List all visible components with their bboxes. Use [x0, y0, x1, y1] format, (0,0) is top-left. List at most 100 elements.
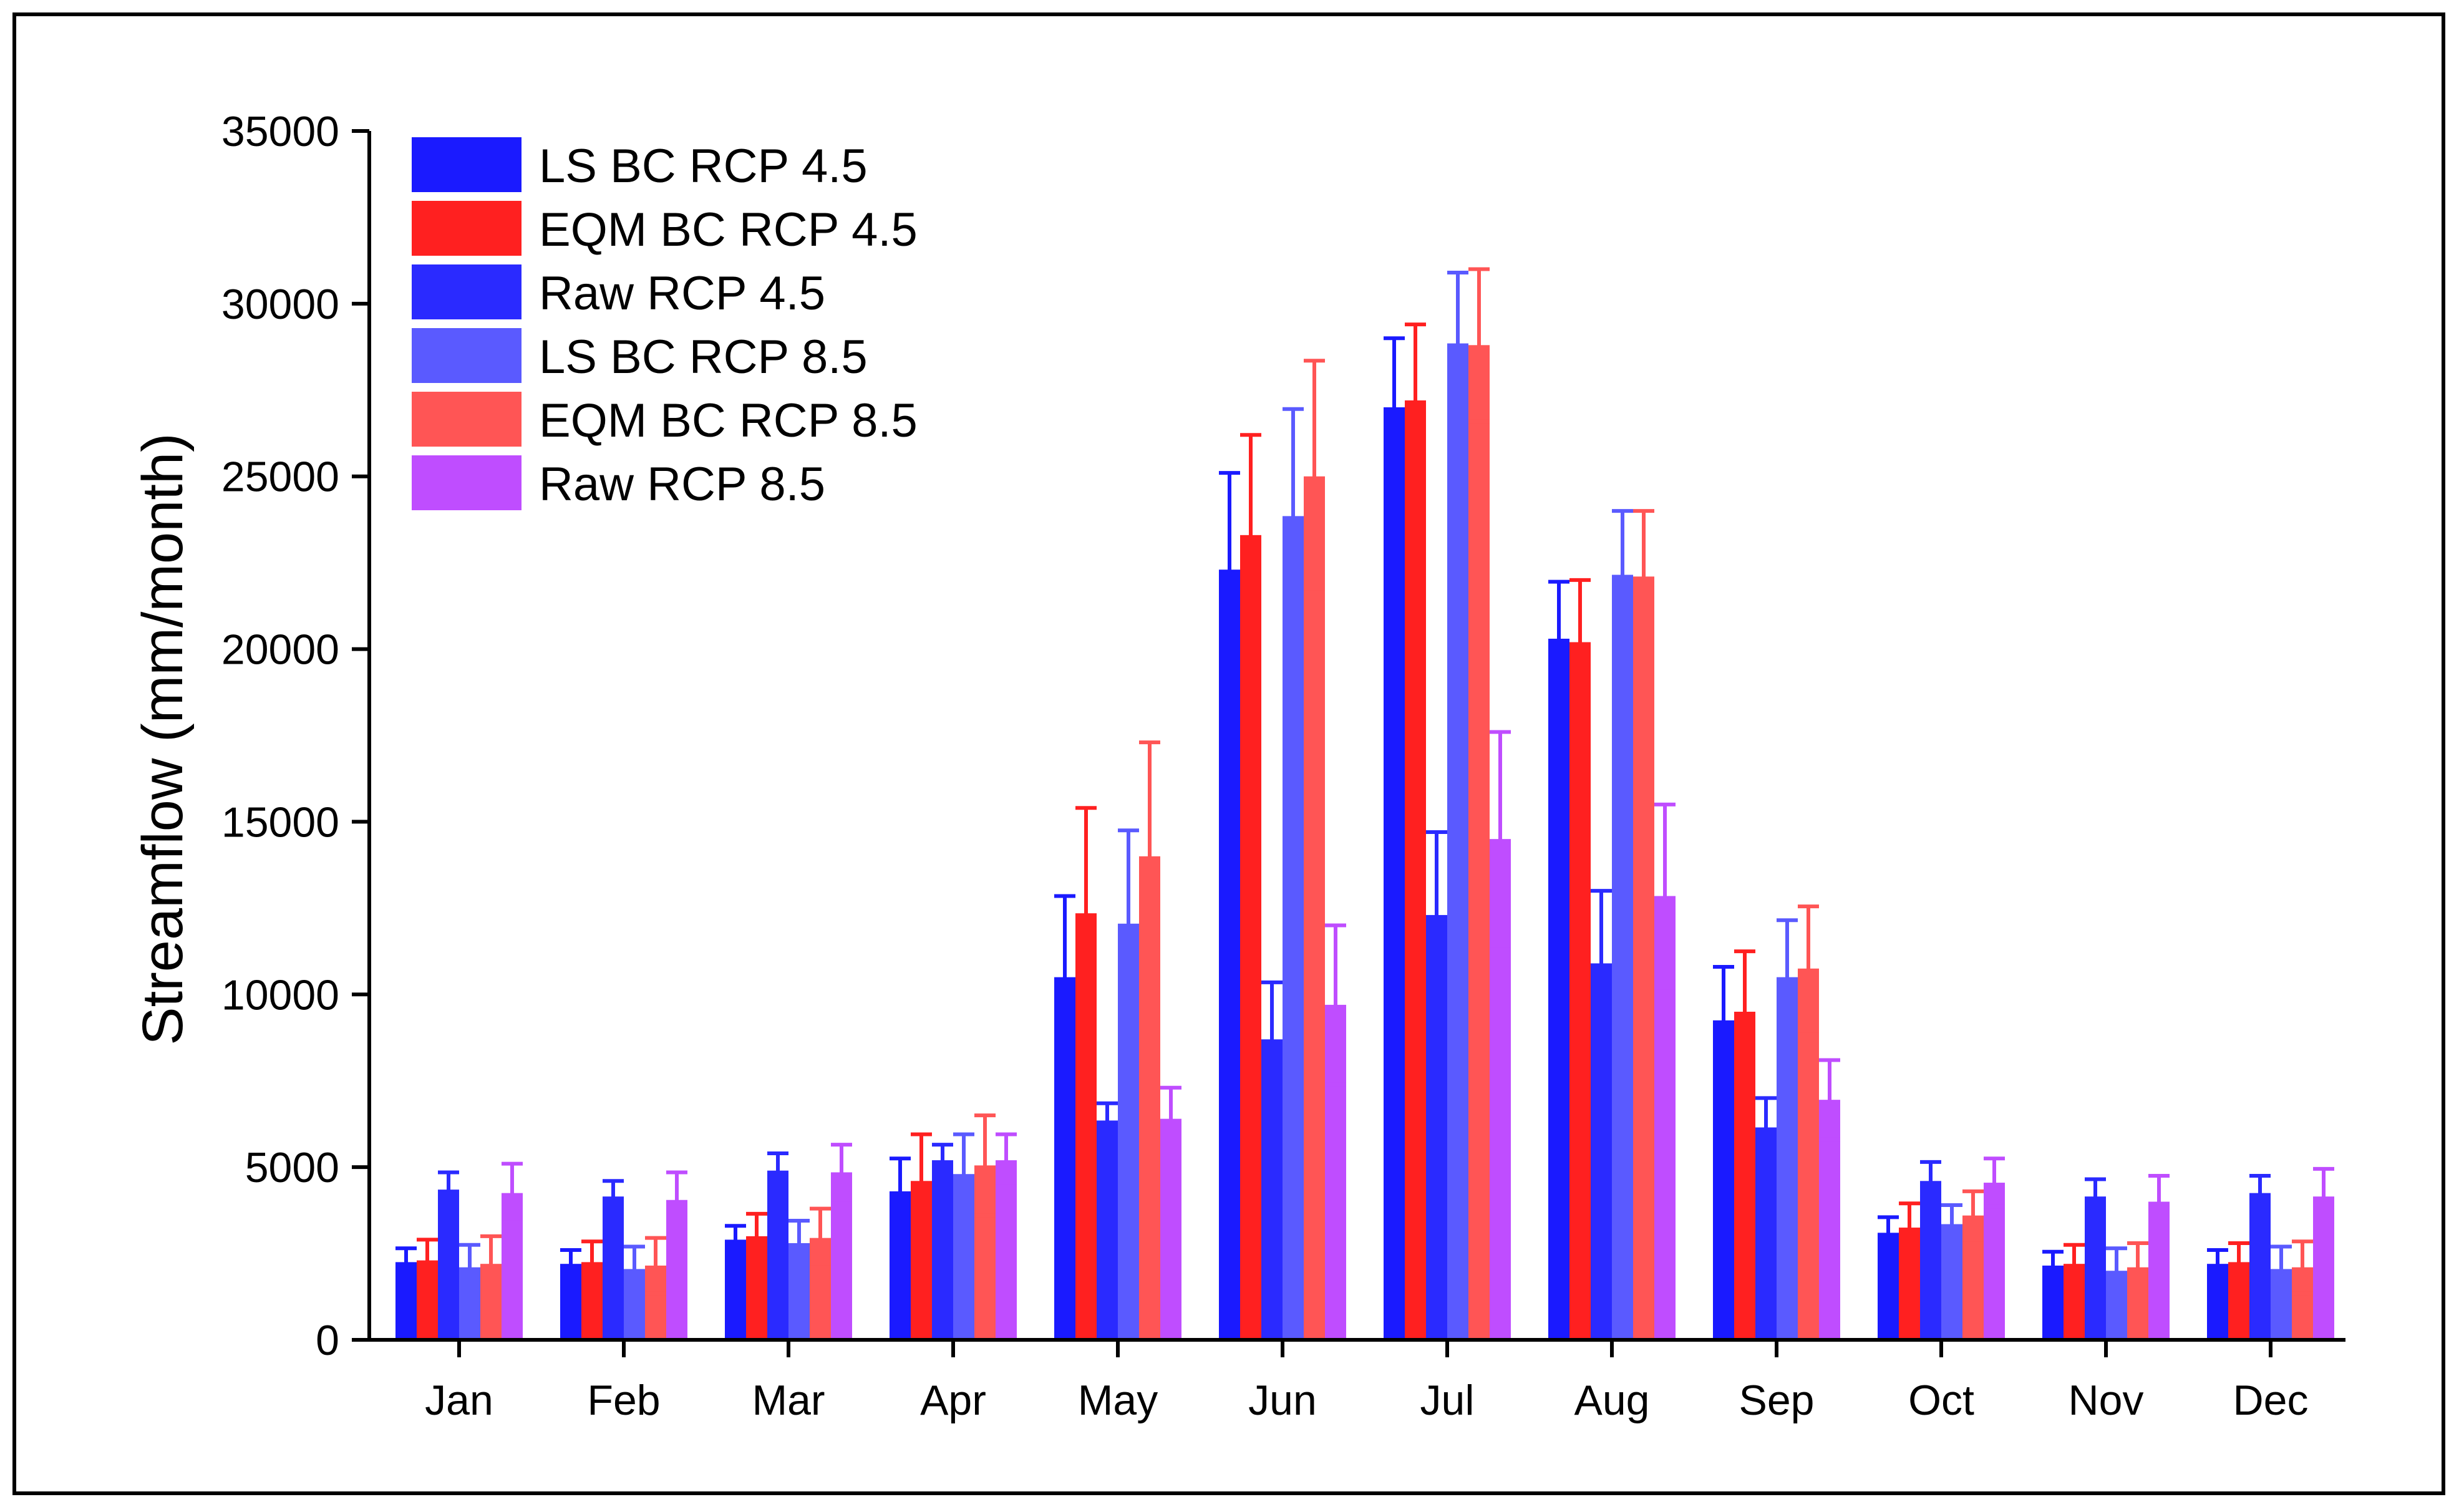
error-bar-oct-series-2	[1899, 1201, 1920, 1254]
error-bar-aug-series-1	[1548, 579, 1569, 698]
legend-label-2: EQM BC RCP 4.5	[539, 203, 918, 256]
x-tick-label-feb: Feb	[587, 1377, 660, 1424]
bar-jul-series-2	[1405, 400, 1426, 1340]
error-bar-jun-series-1	[1219, 471, 1240, 669]
error-bar-dec-series-4	[2271, 1244, 2292, 1294]
error-bar-aug-series-4	[1612, 509, 1633, 641]
bars-layer	[395, 267, 2334, 1340]
error-bar-apr-series-1	[890, 1156, 911, 1226]
legend-label-5: EQM BC RCP 8.5	[539, 394, 918, 447]
error-bar-jul-series-1	[1384, 336, 1405, 478]
x-tick-label-dec: Dec	[2233, 1377, 2309, 1424]
bar-aug-series-1	[1548, 638, 1569, 1340]
error-bar-apr-series-4	[953, 1132, 974, 1216]
y-tick-label-20000: 20000	[221, 626, 339, 674]
error-bar-feb-series-5	[645, 1236, 666, 1296]
error-bar-jun-series-6	[1325, 923, 1346, 1087]
bar-dec-series-3	[2249, 1193, 2271, 1340]
bar-feb-series-3	[603, 1196, 624, 1340]
error-bar-jul-series-4	[1447, 271, 1468, 417]
y-tick-label-35000: 35000	[221, 108, 339, 155]
error-bar-jul-series-6	[1490, 730, 1511, 948]
error-bar-feb-series-6	[666, 1170, 687, 1230]
error-bar-sep-series-3	[1755, 1096, 1777, 1159]
error-bar-may-series-1	[1054, 894, 1075, 1060]
chart-frame	[12, 12, 2445, 1495]
x-tick-label-jun: Jun	[1248, 1377, 1317, 1424]
legend-label-1: LS BC RCP 4.5	[539, 140, 868, 193]
error-bar-dec-series-3	[2249, 1173, 2271, 1213]
x-tick-label-may: May	[1078, 1377, 1158, 1424]
error-bar-nov-series-1	[2042, 1249, 2064, 1282]
bar-jun-series-5	[1304, 476, 1325, 1340]
bar-jul-series-5	[1468, 345, 1490, 1340]
error-bar-feb-series-2	[581, 1239, 603, 1285]
error-bar-jul-series-3	[1426, 830, 1447, 1000]
error-bar-may-series-2	[1075, 806, 1097, 1021]
error-bar-jun-series-4	[1283, 407, 1304, 626]
error-bar-jun-series-2	[1240, 433, 1261, 637]
bar-sep-series-3	[1755, 1127, 1777, 1340]
error-bar-jun-series-3	[1261, 980, 1283, 1098]
legend-swatch-5	[412, 392, 521, 447]
error-bar-dec-series-1	[2207, 1248, 2228, 1280]
error-bar-may-series-5	[1139, 740, 1160, 972]
legend-label-3: Raw RCP 4.5	[539, 267, 825, 320]
error-bar-aug-series-6	[1654, 802, 1676, 990]
legend-label-4: LS BC RCP 8.5	[539, 331, 868, 384]
bar-nov-series-3	[2085, 1196, 2106, 1340]
error-bar-feb-series-4	[624, 1244, 645, 1294]
bar-aug-series-4	[1612, 574, 1633, 1340]
legend-label-6: Raw RCP 8.5	[539, 458, 825, 511]
y-tick-label-0: 0	[316, 1317, 339, 1364]
bar-jul-series-4	[1447, 343, 1468, 1340]
error-bar-aug-series-2	[1569, 578, 1591, 707]
error-bar-sep-series-5	[1798, 904, 1819, 1033]
error-bar-nov-series-2	[2064, 1243, 2085, 1285]
bar-jun-series-4	[1283, 516, 1304, 1340]
legend-swatch-3	[412, 264, 521, 319]
error-bar-aug-series-5	[1633, 509, 1654, 644]
error-bar-jan-series-4	[459, 1243, 480, 1292]
error-bar-mar-series-5	[810, 1206, 831, 1269]
error-bar-jan-series-5	[480, 1234, 502, 1294]
bar-mar-series-1	[725, 1239, 746, 1340]
y-tick-label-5000: 5000	[245, 1144, 339, 1191]
error-bar-oct-series-4	[1941, 1203, 1962, 1245]
legend: LS BC RCP 4.5 EQM BC RCP 4.5 Raw RCP 4.5 LS…	[412, 137, 918, 511]
error-bar-apr-series-6	[996, 1132, 1017, 1188]
bar-aug-series-5	[1633, 576, 1654, 1340]
error-bar-dec-series-5	[2292, 1239, 2313, 1296]
bar-jun-series-1	[1219, 569, 1240, 1340]
error-bar-oct-series-3	[1920, 1160, 1941, 1202]
error-bar-feb-series-3	[603, 1179, 624, 1214]
x-tick-label-apr: Apr	[920, 1377, 986, 1424]
bar-apr-series-6	[996, 1160, 1017, 1340]
error-bar-jul-series-5	[1468, 267, 1490, 424]
bar-may-series-3	[1097, 1120, 1118, 1340]
error-bar-apr-series-2	[911, 1132, 932, 1230]
error-bar-dec-series-2	[2228, 1241, 2249, 1283]
error-bar-aug-series-3	[1591, 889, 1612, 1038]
error-bar-jan-series-1	[395, 1246, 417, 1278]
error-bar-oct-series-1	[1878, 1215, 1899, 1251]
x-tick-label-oct: Oct	[1908, 1377, 1974, 1424]
error-bar-mar-series-2	[746, 1211, 767, 1261]
error-bar-sep-series-2	[1734, 949, 1755, 1074]
error-bar-jan-series-6	[502, 1161, 523, 1224]
x-tick-label-aug: Aug	[1574, 1377, 1650, 1424]
y-tick-label-10000: 10000	[221, 971, 339, 1019]
bar-oct-series-6	[1984, 1183, 2005, 1340]
bar-mar-series-3	[767, 1170, 788, 1340]
error-bar-jan-series-3	[438, 1170, 459, 1209]
x-tick-label-sep: Sep	[1739, 1377, 1815, 1424]
error-bar-sep-series-1	[1713, 964, 1734, 1076]
error-bar-mar-series-6	[831, 1143, 852, 1202]
error-bar-may-series-4	[1118, 828, 1139, 1019]
error-bar-jan-series-2	[417, 1238, 438, 1283]
bar-apr-series-3	[932, 1160, 953, 1340]
error-bar-feb-series-1	[560, 1248, 581, 1280]
legend-swatch-1	[412, 137, 521, 192]
error-bar-oct-series-5	[1962, 1189, 1984, 1242]
